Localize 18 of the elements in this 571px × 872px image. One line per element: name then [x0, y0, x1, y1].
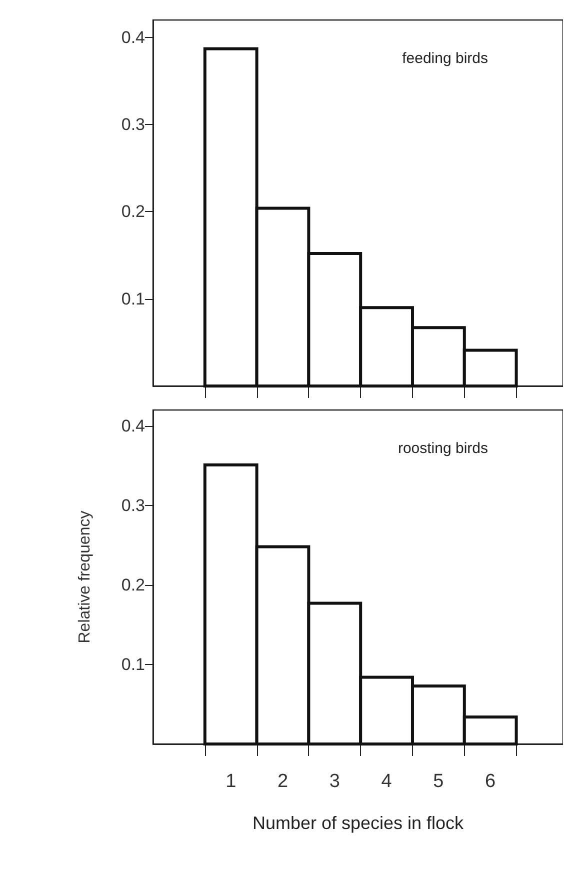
x-tick-label: 1 [226, 771, 236, 792]
x-tick-label: 3 [329, 771, 340, 792]
x-axis-title: Number of species in flock [252, 813, 465, 833]
x-tick-label: 5 [433, 771, 444, 792]
y-axis-title: Relative frequency [76, 510, 94, 644]
y-tick-label: 0.1 [121, 654, 145, 674]
y-tick-label: 0.4 [121, 416, 145, 436]
x-tick-label: 4 [381, 771, 392, 792]
y-tick-label: 0.4 [121, 28, 145, 47]
y-tick-label: 0.3 [121, 496, 145, 515]
text: roosting birds [398, 440, 488, 457]
y-tick-label: 0.2 [121, 202, 145, 222]
y-tick-label: 0.3 [121, 115, 145, 134]
x-tick-label: 6 [485, 771, 496, 792]
x-tick-label: 2 [277, 771, 288, 792]
y-tick-label: 0.1 [121, 289, 145, 308]
y-tick-label: 0.2 [121, 575, 145, 594]
text: feeding birds [402, 50, 488, 67]
